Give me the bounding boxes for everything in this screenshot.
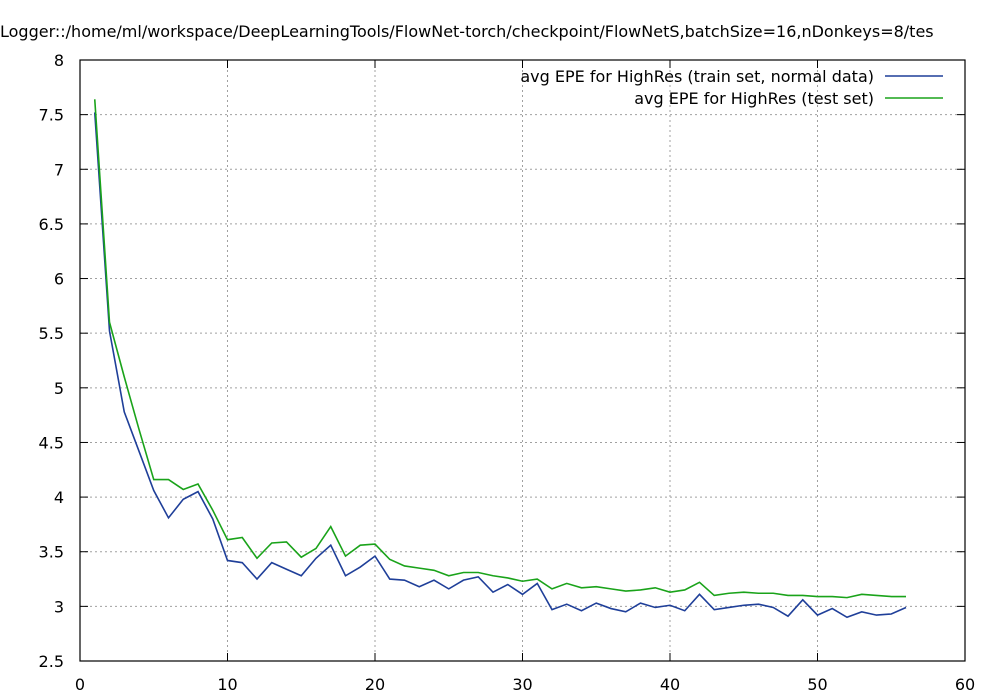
series-line-train bbox=[93, 112, 907, 619]
legend-label: avg EPE for HighRes (train set, normal d… bbox=[520, 67, 874, 86]
x-tick-label: 20 bbox=[365, 675, 385, 694]
y-tick-label: 7 bbox=[54, 160, 64, 179]
chart-title: Logger::/home/ml/workspace/DeepLearningT… bbox=[0, 22, 934, 41]
legend-label: avg EPE for HighRes (test set) bbox=[634, 89, 874, 108]
axis-ticks: 0 10 20 30 40 50 60 2.5 3 3.5 4 4.5 5 5.5 6 6.5 7 7.5 8 bbox=[39, 51, 976, 694]
series-group bbox=[93, 99, 907, 619]
y-tick-label: 5 bbox=[54, 379, 64, 398]
y-tick-label: 8 bbox=[54, 51, 64, 70]
series-line-test bbox=[93, 99, 906, 599]
y-tick-label: 4 bbox=[54, 488, 64, 507]
y-tick-label: 7.5 bbox=[39, 106, 64, 125]
x-tick-label: 40 bbox=[660, 675, 680, 694]
y-tick-label: 3.5 bbox=[39, 543, 64, 562]
y-tick-label: 3 bbox=[54, 597, 64, 616]
x-tick-label: 10 bbox=[217, 675, 237, 694]
grid bbox=[80, 60, 965, 661]
x-tick-label: 0 bbox=[75, 675, 85, 694]
y-tick-label: 4.5 bbox=[39, 433, 64, 452]
x-tick-label: 50 bbox=[807, 675, 827, 694]
y-tick-label: 6.5 bbox=[39, 215, 64, 234]
x-tick-label: 30 bbox=[512, 675, 532, 694]
legend: avg EPE for HighRes (train set, normal d… bbox=[520, 67, 943, 108]
x-tick-label: 60 bbox=[955, 675, 975, 694]
y-tick-label: 5.5 bbox=[39, 324, 64, 343]
y-tick-label: 2.5 bbox=[39, 652, 64, 671]
y-tick-label: 6 bbox=[54, 270, 64, 289]
